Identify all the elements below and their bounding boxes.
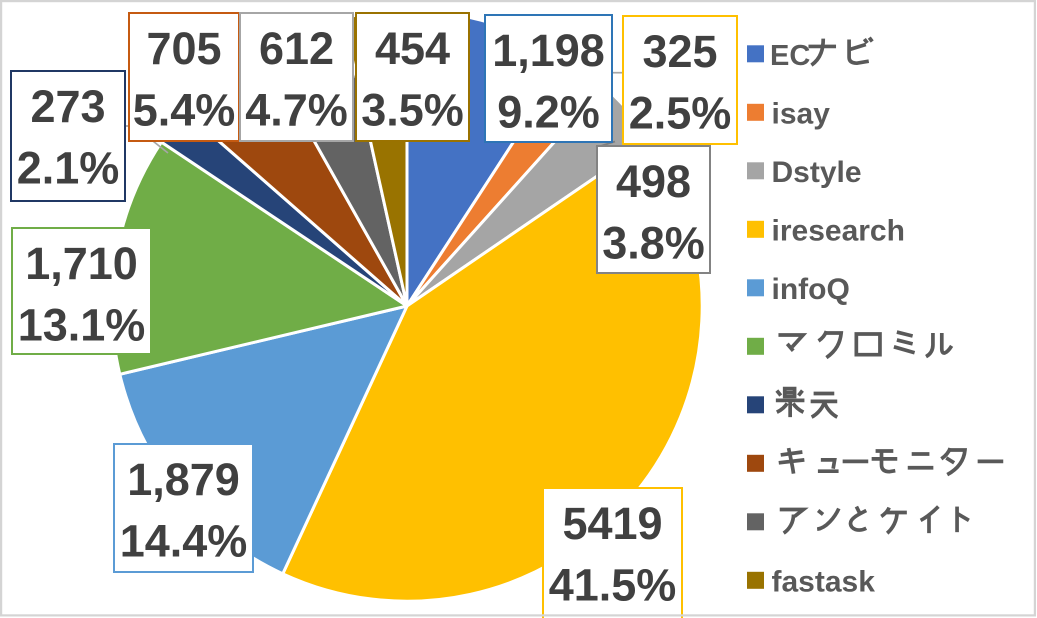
svg-text:14.4%: 14.4%: [120, 516, 248, 567]
svg-text:Dstyle: Dstyle: [772, 156, 862, 189]
svg-text:2.1%: 2.1%: [17, 143, 120, 194]
svg-text:325: 325: [642, 26, 717, 77]
svg-text:4.7%: 4.7%: [245, 85, 348, 136]
svg-text:3.5%: 3.5%: [361, 85, 464, 136]
svg-text:273: 273: [30, 81, 105, 132]
svg-text:1,879: 1,879: [127, 454, 240, 505]
svg-text:isay: isay: [772, 97, 831, 130]
svg-text:612: 612: [259, 23, 334, 74]
svg-text:iresearch: iresearch: [772, 214, 905, 247]
svg-text:454: 454: [375, 23, 450, 74]
svg-text:EC: EC: [770, 40, 810, 72]
svg-text:498: 498: [616, 156, 691, 207]
svg-text:1,710: 1,710: [25, 238, 138, 289]
svg-text:5.4%: 5.4%: [133, 85, 236, 136]
svg-text:2.5%: 2.5%: [629, 88, 732, 139]
svg-text:fastask: fastask: [772, 565, 876, 598]
svg-text:41.5%: 41.5%: [549, 560, 677, 611]
svg-text:5419: 5419: [562, 498, 662, 549]
svg-text:9.2%: 9.2%: [497, 87, 600, 138]
svg-text:infoQ: infoQ: [772, 273, 850, 306]
svg-text:705: 705: [146, 23, 221, 74]
svg-text:3.8%: 3.8%: [602, 218, 705, 269]
svg-text:13.1%: 13.1%: [18, 300, 146, 351]
svg-text:1,198: 1,198: [492, 25, 605, 76]
